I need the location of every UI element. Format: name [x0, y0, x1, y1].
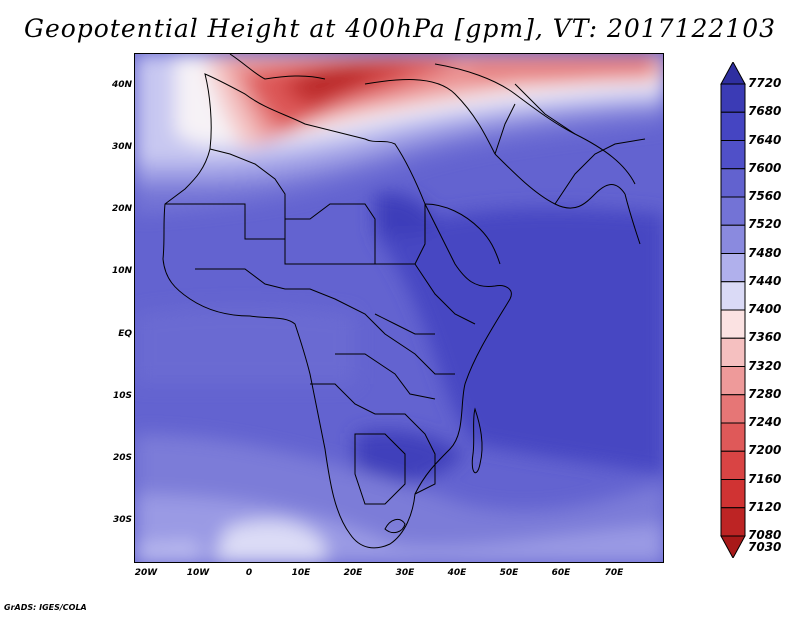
lon-tick-label: 40E [447, 568, 467, 578]
lat-tick-label: EQ [118, 329, 132, 339]
colorbar-segment [720, 224, 746, 254]
colorbar-level-label: 7400 [748, 302, 782, 316]
lon-tick-label: 10W [186, 568, 210, 578]
colorbar-level-label: 7640 [748, 132, 782, 147]
lon-tick-label: 30E [395, 568, 415, 578]
colorbar-level-label: 7120 [748, 499, 782, 514]
colorbar-level-label: 7360 [748, 330, 782, 345]
colorbar-segments [720, 62, 746, 558]
lon-tick-label: 0 [245, 568, 253, 578]
colorbar-segment [720, 111, 746, 141]
colorbar-level-label: 7520 [748, 217, 782, 232]
colorbar-level-label: 7080 [748, 528, 782, 542]
colorbar-segment [720, 309, 746, 339]
colorbar-segment [720, 253, 746, 283]
colorbar-segment [720, 394, 746, 424]
lat-tick-label: 40N [111, 80, 132, 90]
colorbar-segment [720, 450, 746, 480]
map-panel [134, 53, 664, 563]
lat-tick-label: 20S [112, 453, 132, 463]
colorbar-level-label: 7030 [748, 540, 782, 554]
colorbar [720, 62, 746, 558]
geopotential-field [135, 54, 663, 562]
lat-tick-label: 10S [112, 391, 132, 401]
lon-tick-label: 50E [499, 568, 519, 578]
map-title: Geopotential Height at 400hPa [gpm], VT:… [23, 14, 777, 43]
credit-text: GrADS: IGES/COLA [4, 603, 87, 612]
lat-tick-label: 30N [111, 142, 132, 152]
colorbar-segment [720, 366, 746, 396]
colorbar-level-label: 7280 [748, 386, 782, 401]
lat-tick-label: 30S [112, 515, 132, 525]
colorbar-level-label: 7320 [748, 358, 782, 373]
colorbar-segment [720, 196, 746, 226]
colorbar-level-label: 7560 [748, 189, 782, 203]
colorbar-segment [720, 140, 746, 170]
colorbar-segment [720, 281, 746, 311]
colorbar-segment [720, 83, 746, 113]
colorbar-arrow-top [720, 62, 746, 85]
coastlines [162, 54, 646, 549]
colorbar-segment [720, 507, 746, 537]
colorbar-segment [720, 168, 746, 198]
colorbar-level-label: 7440 [748, 273, 782, 288]
colorbar-level-label: 7720 [748, 76, 782, 90]
lon-tick-label: 20W [134, 568, 158, 578]
colorbar-level-label: 7240 [748, 415, 782, 429]
colorbar-level-label: 7480 [748, 245, 782, 260]
colorbar-segment [720, 337, 746, 367]
lat-tick-label: 20N [111, 204, 132, 214]
lon-tick-label: 10E [291, 568, 311, 578]
colorbar-arrow-bottom [720, 535, 746, 558]
colorbar-level-label: 7160 [748, 471, 782, 486]
lon-tick-label: 60E [551, 568, 571, 578]
colorbar-level-label: 7600 [748, 160, 782, 175]
colorbar-level-label: 7680 [748, 104, 782, 119]
lat-tick-label: 10N [111, 266, 132, 276]
colorbar-segment [720, 422, 746, 452]
colorbar-segment [720, 479, 746, 509]
colorbar-level-label: 7200 [748, 443, 782, 458]
lon-tick-label: 70E [604, 568, 624, 578]
lon-tick-label: 20E [343, 568, 363, 578]
